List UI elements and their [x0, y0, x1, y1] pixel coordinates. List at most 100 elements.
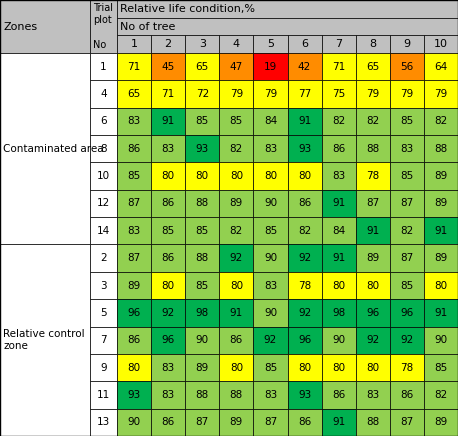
- Bar: [253, 272, 288, 299]
- Text: 7: 7: [100, 335, 107, 345]
- Bar: [356, 354, 390, 382]
- Text: 11: 11: [97, 390, 110, 400]
- Text: 8: 8: [100, 144, 107, 154]
- Text: 89: 89: [230, 198, 243, 208]
- Bar: [356, 135, 390, 163]
- Bar: [151, 80, 185, 108]
- Bar: [151, 108, 185, 135]
- Text: No of tree: No of tree: [120, 21, 175, 31]
- Bar: [90, 299, 117, 327]
- Text: 85: 85: [264, 363, 277, 373]
- Bar: [219, 299, 253, 327]
- Bar: [117, 18, 458, 35]
- Text: 83: 83: [162, 144, 175, 154]
- Bar: [390, 108, 424, 135]
- Bar: [90, 272, 117, 299]
- Text: 3: 3: [199, 39, 206, 49]
- Bar: [253, 53, 288, 80]
- Text: 79: 79: [230, 89, 243, 99]
- Text: 14: 14: [97, 226, 110, 236]
- Text: 88: 88: [230, 390, 243, 400]
- Text: 85: 85: [264, 226, 277, 236]
- Text: 9: 9: [100, 363, 107, 373]
- Text: 85: 85: [162, 226, 175, 236]
- Bar: [424, 163, 458, 190]
- Text: Relative control
zone: Relative control zone: [3, 330, 85, 351]
- Text: 87: 87: [366, 198, 379, 208]
- Bar: [185, 80, 219, 108]
- Text: 87: 87: [196, 417, 209, 427]
- Text: 89: 89: [434, 253, 447, 263]
- Text: 91: 91: [298, 116, 311, 126]
- Text: 93: 93: [127, 390, 141, 400]
- Text: 88: 88: [366, 417, 379, 427]
- Text: 90: 90: [434, 335, 447, 345]
- Text: 80: 80: [162, 280, 174, 290]
- Bar: [424, 354, 458, 382]
- Text: 91: 91: [162, 116, 175, 126]
- Text: 87: 87: [400, 417, 414, 427]
- Bar: [253, 217, 288, 245]
- Text: 82: 82: [230, 144, 243, 154]
- Text: 6: 6: [301, 39, 308, 49]
- Bar: [322, 35, 356, 53]
- Text: 88: 88: [196, 198, 209, 208]
- Text: 90: 90: [264, 198, 277, 208]
- Bar: [117, 217, 151, 245]
- Bar: [219, 327, 253, 354]
- Bar: [424, 108, 458, 135]
- Bar: [390, 190, 424, 217]
- Text: 92: 92: [298, 308, 311, 318]
- Bar: [151, 163, 185, 190]
- Bar: [117, 80, 151, 108]
- Bar: [151, 135, 185, 163]
- Text: 42: 42: [298, 61, 311, 72]
- Text: 98: 98: [332, 308, 345, 318]
- Bar: [288, 35, 322, 53]
- Text: 92: 92: [366, 335, 379, 345]
- Bar: [117, 354, 151, 382]
- Text: 80: 80: [332, 280, 345, 290]
- Bar: [117, 163, 151, 190]
- Bar: [117, 382, 151, 409]
- Text: 88: 88: [366, 144, 379, 154]
- Text: 93: 93: [298, 144, 311, 154]
- Bar: [185, 108, 219, 135]
- Text: 96: 96: [127, 308, 141, 318]
- Text: 87: 87: [127, 253, 141, 263]
- Text: 80: 80: [298, 171, 311, 181]
- Bar: [253, 382, 288, 409]
- Bar: [117, 53, 151, 80]
- Text: 90: 90: [264, 308, 277, 318]
- Bar: [0, 53, 90, 245]
- Text: 84: 84: [264, 116, 277, 126]
- Bar: [356, 35, 390, 53]
- Text: 89: 89: [127, 280, 141, 290]
- Bar: [253, 245, 288, 272]
- Bar: [151, 35, 185, 53]
- Bar: [288, 409, 322, 436]
- Text: 92: 92: [298, 253, 311, 263]
- Text: 83: 83: [366, 390, 379, 400]
- Bar: [424, 217, 458, 245]
- Bar: [117, 190, 151, 217]
- Text: 6: 6: [100, 116, 107, 126]
- Text: 90: 90: [196, 335, 209, 345]
- Bar: [288, 53, 322, 80]
- Bar: [185, 245, 219, 272]
- Bar: [390, 163, 424, 190]
- Text: 5: 5: [267, 39, 274, 49]
- Bar: [322, 272, 356, 299]
- Bar: [390, 382, 424, 409]
- Text: 96: 96: [298, 335, 311, 345]
- Bar: [151, 382, 185, 409]
- Text: 80: 80: [230, 363, 243, 373]
- Bar: [390, 80, 424, 108]
- Bar: [253, 80, 288, 108]
- Text: 92: 92: [264, 335, 277, 345]
- Bar: [90, 135, 117, 163]
- Text: 91: 91: [366, 226, 379, 236]
- Text: 86: 86: [230, 335, 243, 345]
- Bar: [219, 163, 253, 190]
- Text: 85: 85: [196, 116, 209, 126]
